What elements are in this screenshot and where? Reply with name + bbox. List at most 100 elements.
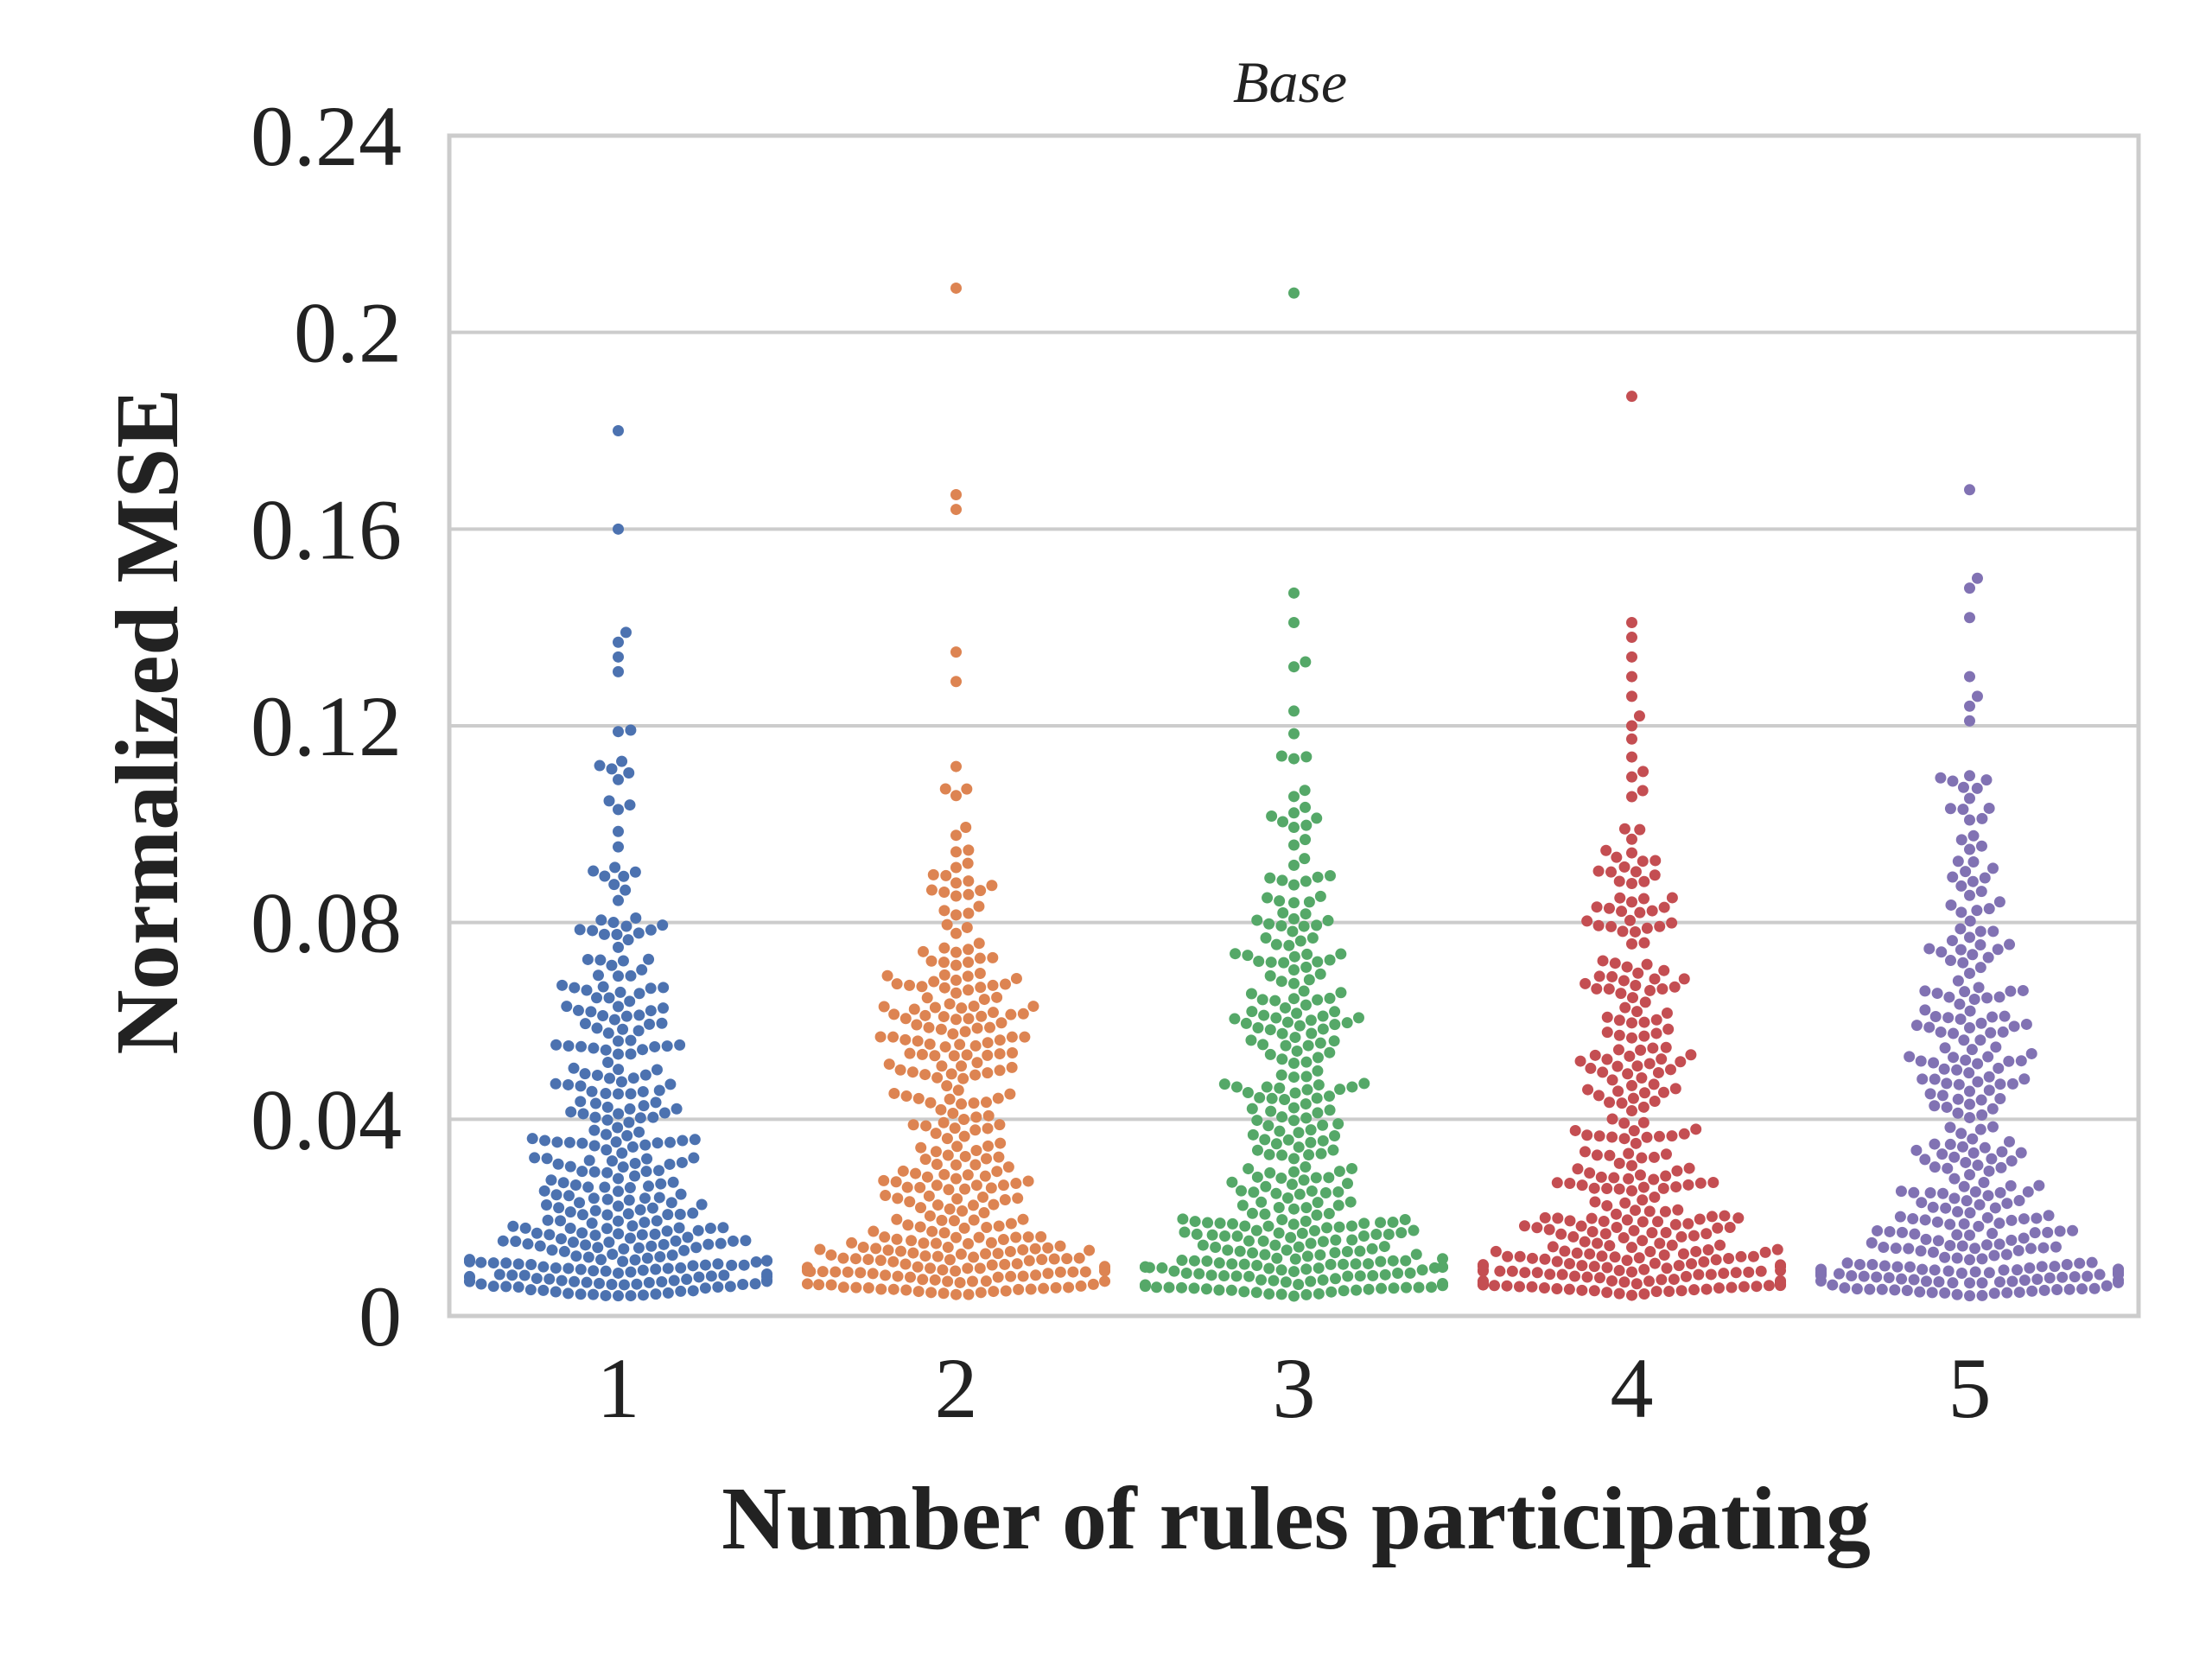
swarm-point (600, 1044, 612, 1056)
swarm-point (620, 884, 632, 896)
swarm-point (1280, 1276, 1292, 1288)
swarm-point (1168, 1265, 1180, 1277)
swarm-point (1564, 1215, 1576, 1227)
swarm-point (625, 1048, 637, 1060)
swarm-point (1650, 1014, 1662, 1026)
swarm-point (1947, 871, 1959, 883)
swarm-point (676, 1156, 688, 1168)
swarm-point (980, 1248, 992, 1260)
swarm-point (1305, 1275, 1317, 1287)
swarm-point (1263, 1262, 1275, 1274)
swarm-point (1690, 1245, 1702, 1257)
swarm-point (1923, 943, 1936, 955)
swarm-point (1700, 1228, 1713, 1240)
swarm-point (1693, 1268, 1705, 1281)
swarm-point (959, 1150, 971, 1162)
swarm-point (658, 982, 670, 994)
swarm-point (1630, 1278, 1643, 1290)
swarm-point (1300, 834, 1312, 846)
swarm-point (1608, 1172, 1620, 1184)
swarm-point (1866, 1236, 1878, 1249)
swarm-point (529, 1152, 541, 1164)
swarm-point (1948, 1052, 1960, 1064)
swarm-point (1619, 1197, 1631, 1209)
swarm-point (568, 1062, 580, 1074)
swarm-point (1686, 1258, 1698, 1270)
swarm-point (1605, 866, 1618, 878)
swarm-point (1176, 1255, 1188, 1267)
swarm-point (974, 968, 986, 980)
swarm-point (1623, 1147, 1635, 1160)
swarm-point (1354, 1245, 1366, 1257)
swarm-point (1087, 1278, 1099, 1290)
swarm-point (1644, 984, 1656, 996)
swarm-point (2015, 1055, 2027, 1067)
swarm-point (2069, 1271, 2081, 1283)
swarm-point (1971, 905, 1983, 917)
swarm-point (1957, 804, 1969, 816)
swarm-point (1563, 1283, 1575, 1295)
swarm-point (924, 1038, 936, 1050)
swarm-point (1300, 1288, 1313, 1300)
swarm-point (963, 888, 975, 900)
swarm-point (950, 877, 962, 889)
swarm-point (588, 1042, 600, 1054)
swarm-point (1654, 1237, 1666, 1249)
swarm-point (979, 1170, 991, 1182)
swarm-point (1271, 1252, 1283, 1264)
swarm-point (968, 1000, 980, 1012)
swarm-point (1942, 1162, 1954, 1174)
swarm-point (629, 1157, 641, 1169)
swarm-point (1218, 1078, 1230, 1090)
swarm-point (1993, 896, 2005, 908)
swarm-point (1317, 1119, 1329, 1131)
swarm-point (1980, 774, 1993, 786)
swarm-point (1920, 1233, 1932, 1245)
swarm-point (1853, 1258, 1866, 1270)
swarm-point (1288, 993, 1300, 1005)
swarm-point (1239, 1220, 1251, 1232)
swarm-point (1635, 1044, 1647, 1056)
swarm-point (1971, 572, 1983, 584)
swarm-point (2018, 1213, 2030, 1225)
swarm-point (613, 841, 624, 853)
swarm-point (1916, 1073, 1929, 1085)
swarm-point (1983, 1165, 1995, 1177)
swarm-point (2051, 1284, 2063, 1296)
swarm-point (957, 1205, 969, 1217)
swarm-point (999, 978, 1011, 990)
swarm-point (919, 1154, 931, 1166)
swarm-point (1288, 897, 1300, 909)
swarm-point (1288, 587, 1300, 599)
swarm-point (1227, 1217, 1239, 1230)
swarm-point (1266, 810, 1278, 822)
swarm-point (2088, 1282, 2101, 1294)
swarm-point (1688, 1230, 1700, 1242)
swarm-point (1312, 1052, 1324, 1064)
swarm-point (1576, 1284, 1588, 1296)
swarm-point (982, 1140, 995, 1152)
swarm-point (1638, 1087, 1650, 1099)
swarm-point (1957, 781, 1969, 793)
swarm-point (849, 1253, 861, 1265)
swarm-point (1678, 973, 1690, 985)
swarm-point (1299, 853, 1311, 865)
y-tick-label: 0.16 (251, 481, 402, 577)
swarm-point (1626, 616, 1637, 628)
swarm-point (507, 1220, 519, 1232)
swarm-point (1948, 1173, 1961, 1185)
swarm-point (1342, 1270, 1354, 1282)
swarm-point (1313, 1079, 1325, 1091)
swarm-point (981, 1153, 993, 1165)
swarm-point (921, 1171, 933, 1183)
swarm-point (2003, 1135, 2015, 1147)
swarm-point (1705, 1268, 1717, 1281)
swarm-point (542, 1214, 554, 1226)
swarm-point (947, 1028, 959, 1040)
swarm-point (892, 1270, 904, 1282)
swarm-point (837, 1252, 849, 1264)
swarm-point (924, 1210, 936, 1222)
swarm-point (1919, 1154, 1931, 1166)
swarm-point (1273, 1227, 1285, 1239)
swarm-point (583, 1154, 595, 1166)
